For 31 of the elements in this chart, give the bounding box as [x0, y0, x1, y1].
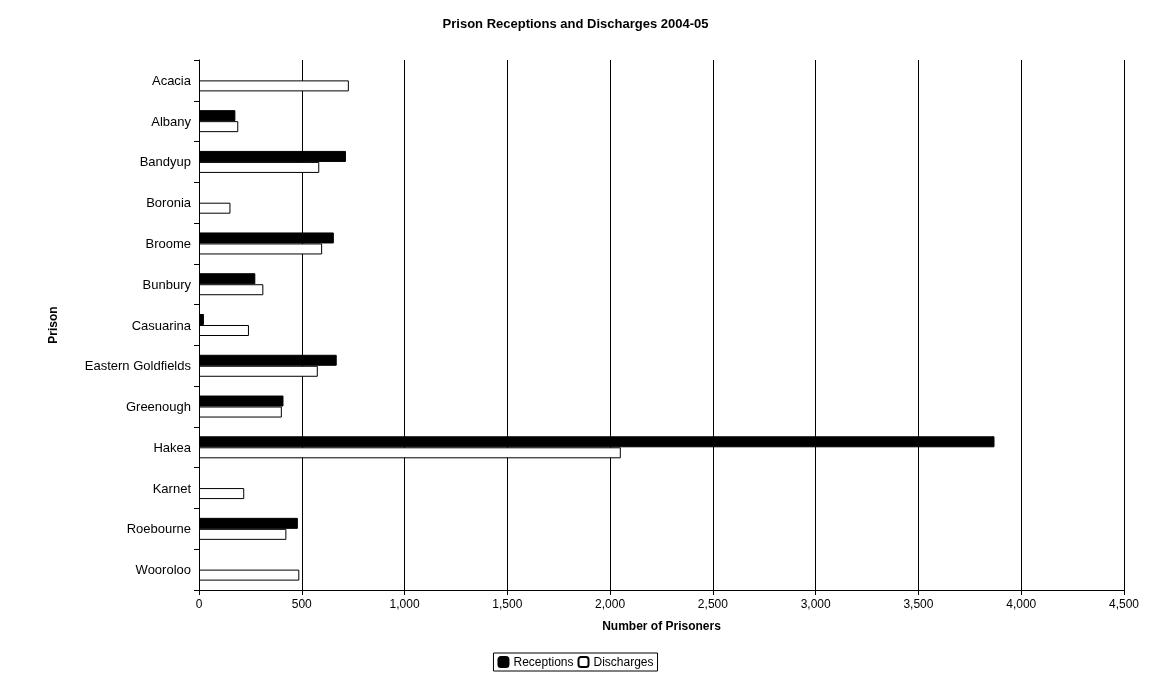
legend-label: Receptions [513, 655, 574, 669]
y-axis-title: Prison [46, 306, 60, 344]
chart-title: Prison Receptions and Discharges 2004-05 [442, 16, 709, 31]
x-axis-title: Number of Prisoners [602, 619, 722, 633]
x-tick-label: 4,000 [1006, 597, 1037, 611]
y-tick-label: Broome [145, 235, 191, 251]
x-tick-label: 3,500 [903, 597, 934, 611]
y-tick-label: Wooroloo [135, 562, 191, 578]
x-tick-label: 0 [195, 597, 203, 611]
y-tick-label: Hakea [153, 439, 192, 455]
y-tick-label: Bunbury [142, 276, 192, 292]
x-tick-label: 2,000 [595, 597, 626, 611]
bar [199, 202, 231, 214]
bar [199, 488, 245, 500]
y-tick-label: Roebourne [126, 521, 191, 537]
y-tick-label: Casuarina [131, 317, 192, 333]
x-tick-label: 1,000 [389, 597, 420, 611]
y-tick-label: Albany [151, 113, 192, 129]
x-tick-label: 500 [291, 597, 313, 611]
y-tick-label: Boronia [146, 195, 192, 211]
x-tick-label: 4,500 [1108, 597, 1140, 611]
x-tick-label: 2,500 [697, 597, 729, 611]
legend-label: Discharges [593, 655, 654, 669]
y-tick-label: Eastern Goldfields [84, 358, 192, 374]
y-tick-label: Karnet [152, 480, 192, 496]
y-tick-label: Bandyup [139, 154, 191, 170]
y-tick-label: Greenough [125, 399, 191, 415]
y-tick-label: Acacia [151, 72, 192, 88]
x-tick-label: 1,500 [492, 597, 523, 611]
bar [199, 569, 300, 581]
x-tick-label: 3,000 [800, 597, 832, 611]
